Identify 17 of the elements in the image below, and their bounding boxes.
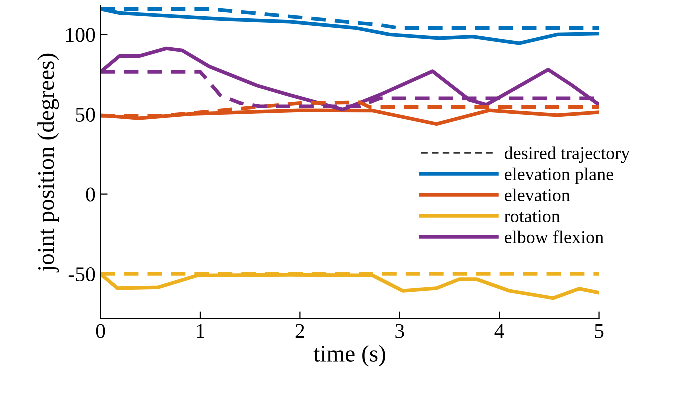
x-tick-label: 5: [595, 324, 604, 338]
x-tick-label: 4: [494, 324, 504, 338]
x-tick-label: 2: [296, 324, 304, 338]
y-tick-label: 50: [76, 108, 96, 122]
x-axis-title: time (s): [314, 345, 386, 367]
legend-label: rotation: [504, 210, 560, 223]
legend-label: elevation: [505, 188, 570, 202]
x-tick-label: 3: [396, 324, 404, 338]
y-tick-label: -50: [68, 267, 96, 282]
x-tick-label: 0: [96, 324, 106, 338]
legend-label: elbow flexion: [505, 230, 604, 244]
legend-label: elevation plane: [505, 168, 614, 184]
x-tick-label: 1: [197, 324, 204, 338]
y-tick-label: 0: [86, 188, 96, 202]
legend-label: desired trajectory: [504, 146, 630, 164]
y-axis-title: joint position (degrees): [38, 54, 60, 273]
y-tick-label: 100: [66, 28, 96, 42]
